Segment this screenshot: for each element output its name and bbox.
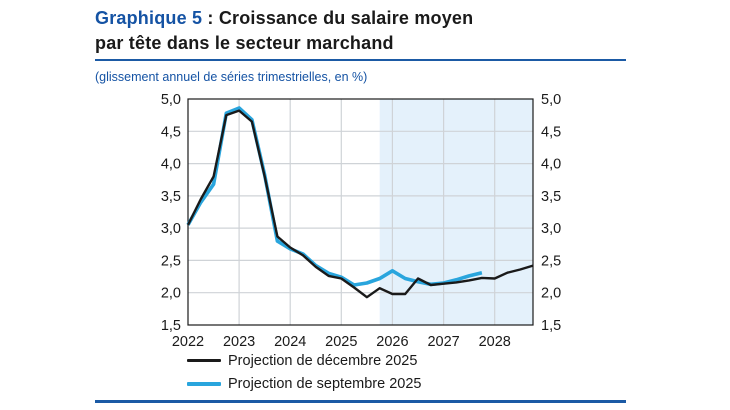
y-axis-label-left: 2,5 [161,253,181,269]
chart-title-prefix: Graphique 5 [95,8,203,28]
december-line-swatch [187,359,221,362]
x-axis-label: 2022 [172,334,204,350]
y-axis-label-left: 3,0 [161,221,181,237]
x-axis-label: 2026 [376,334,408,350]
x-axis-label: 2024 [274,334,306,350]
wage-growth-chart: 5,0 5,0 4,5 4,5 4,0 4,0 3,5 3,5 3,0 3,0 2,5 2,5 2,0 2… [161,92,561,350]
y-axis-label-left: 2,0 [161,286,181,302]
bottom-divider-rule [95,400,626,403]
x-axis-label: 2023 [223,334,255,350]
projection-shaded-region [379,99,533,325]
chart-area: 5,0 5,0 4,5 4,5 4,0 4,0 3,5 3,5 3,0 3,0 2,5 2,5 2,0 2… [95,88,647,358]
legend-label-december: Projection de décembre 2025 [228,352,418,369]
x-axis-label: 2027 [427,334,459,350]
y-axis-label-left: 4,5 [161,124,181,140]
plot-border [187,98,534,326]
y-axis-label-right: 3,0 [541,221,561,237]
chart-title-line2: par tête dans le secteur marchand [95,33,394,53]
x-axis-label: 2025 [325,334,357,350]
projection-decembre-2025-line [186,109,534,299]
y-axis-label-right: 4,0 [541,157,561,173]
y-axis-label-right: 4,5 [541,124,561,140]
y-axis-label-right: 2,5 [541,253,561,269]
title-divider-rule [95,59,626,61]
september-line-swatch [187,381,221,386]
legend-label-september: Projection de septembre 2025 [228,375,422,392]
y-axis-label-left: 4,0 [161,157,181,173]
y-axis-label-left: 1,5 [161,318,181,334]
y-axis-label-right: 2,0 [541,286,561,302]
y-axis-label-left: 3,5 [161,189,181,205]
y-axis-label-right: 5,0 [541,92,561,108]
legend-item-september: Projection de septembre 2025 [187,372,421,395]
y-axis-label-left: 5,0 [161,92,181,108]
x-axis-label: 2028 [479,334,511,350]
chart-title-rest: : Croissance du salaire moyen [202,8,474,28]
y-axis-label-right: 3,5 [541,189,561,205]
chart-subtitle: (glissement annuel de séries trimestriel… [95,70,368,84]
chart-legend: Projection de décembre 2025 Projection d… [187,349,421,395]
y-axis-label-right: 1,5 [541,318,561,334]
legend-item-december: Projection de décembre 2025 [187,349,421,372]
chart-title: Graphique 5 : Croissance du salaire moye… [95,6,635,56]
